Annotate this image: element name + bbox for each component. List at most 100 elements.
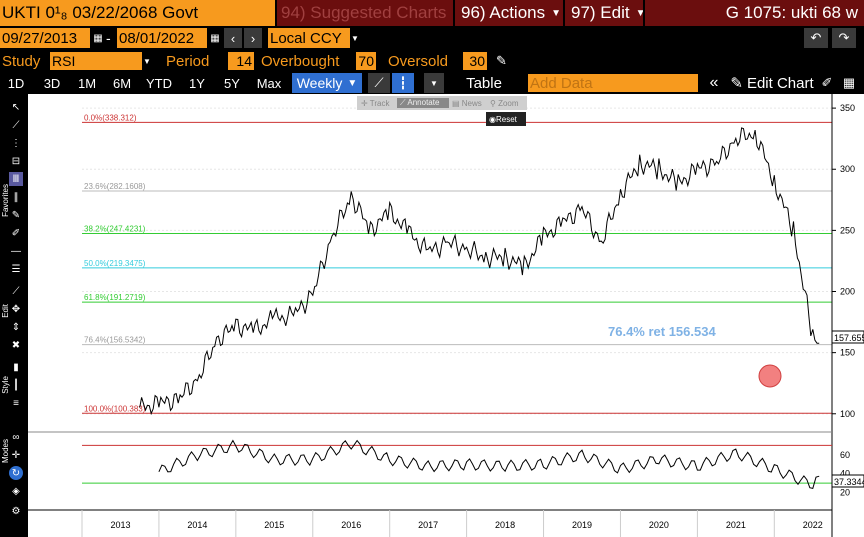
last-price-label: 157.655 [834, 333, 864, 343]
range-ytd-button[interactable]: YTD [142, 72, 176, 94]
range-1m-button[interactable]: 1M [73, 72, 101, 94]
oversold-label-text: Oversold [388, 52, 449, 70]
news-icon: ▤ [452, 98, 462, 108]
fib-retracement-icon[interactable]: Ⅲ [9, 172, 23, 186]
table-label: Table [466, 74, 502, 92]
gear-icon[interactable]: ⚙ [11, 505, 21, 517]
line-chart-button[interactable]: ⟋ [368, 73, 390, 93]
last-rsi-label: 37.3344 [834, 477, 864, 487]
link-icon[interactable]: ∞ [12, 431, 20, 443]
end-date-value: 08/01/2022 [119, 29, 195, 47]
line-style-icon[interactable]: ┃ [12, 379, 20, 391]
cursor-icon[interactable]: ↖ [11, 101, 21, 113]
chart-id: G 1075: ukti 68 w [645, 0, 864, 26]
fib-label: 0.0%(338.312) [84, 113, 137, 122]
chevron-down-icon[interactable]: ▼ [143, 56, 151, 66]
collapse-button[interactable]: « [704, 72, 724, 94]
redo-icon: ↷ [838, 30, 850, 45]
range-6m-button[interactable]: 6M [108, 72, 136, 94]
reset-button[interactable]: ◉ Reset [486, 112, 526, 126]
rsi-tick-label: 40 [840, 469, 850, 479]
delete-icon[interactable]: ✖ [11, 339, 21, 351]
zoom-button[interactable]: ⚲ Zoom [487, 99, 525, 108]
next-period-button[interactable]: › [244, 28, 262, 48]
period-label: Period [166, 50, 226, 72]
layers-icon[interactable]: ◈ [12, 485, 20, 497]
start-date-input[interactable]: 09/27/2013 [0, 28, 90, 48]
channel-icon[interactable]: ∥ [13, 191, 19, 203]
range-max-button[interactable]: Max [252, 72, 286, 94]
settings-button[interactable]: ✐ [818, 72, 836, 94]
trendline-icon[interactable]: ⟋ [12, 119, 20, 131]
horizontal-line-icon[interactable]: — [11, 245, 21, 257]
security-field[interactable]: UKTI 0¹₈ 03/22/2068 Govt [0, 0, 275, 26]
x-tick-label: 2017 [418, 520, 438, 530]
chart-background [28, 94, 864, 537]
chart-type-dropdown[interactable]: ▼ [424, 73, 444, 93]
resize-icon[interactable]: ⇕ [11, 321, 21, 333]
range-1d-button[interactable]: 1D [4, 72, 28, 94]
oversold-label: Oversold [388, 50, 454, 72]
last-rsi-box [831, 474, 864, 488]
track-icon: ✛ [361, 98, 370, 108]
chevron-down-icon: ▼ [430, 78, 438, 88]
study-select[interactable]: RSI [50, 52, 142, 70]
color-icon[interactable]: ▮ [13, 361, 19, 373]
undo-button[interactable]: ↶ [804, 28, 828, 48]
chevron-down-icon[interactable]: ▼ [351, 33, 359, 43]
range-5y-button[interactable]: 5Y [218, 72, 246, 94]
price-chart[interactable]: 0.0%(338.312) 23.6%(282.1608) 38.2%(247.42… [28, 94, 864, 537]
frequency-select[interactable]: Weekly ▼ [292, 73, 362, 93]
range-label: 1Y [189, 75, 205, 91]
line-width-icon[interactable]: ≡ [13, 397, 19, 409]
calendar-icon[interactable]: ▦ [93, 32, 103, 44]
draw-icon[interactable]: ⟋ [12, 285, 20, 297]
redo-button[interactable]: ↷ [832, 28, 856, 48]
rsi-pane: 60 40 20 [82, 444, 850, 498]
period-input[interactable]: 14 [228, 52, 254, 70]
x-tick-label: 2014 [187, 520, 207, 530]
start-date-value: 09/27/2013 [2, 29, 78, 47]
overbought-input[interactable]: 70 [356, 52, 376, 70]
end-date-input[interactable]: 08/01/2022 [117, 28, 207, 48]
price-tick-label: 250 [840, 225, 855, 235]
suggested-charts-menu[interactable]: 94) Suggested Charts [277, 0, 453, 26]
ruler-icon[interactable]: ⊟ [11, 155, 21, 167]
pencil-icon[interactable]: ✎ [496, 53, 507, 68]
move-icon[interactable]: ✥ [11, 303, 21, 315]
news-button[interactable]: ▤ News [449, 99, 487, 108]
add-data-input[interactable]: Add Data [528, 74, 698, 92]
pen-icon[interactable]: ✎ [11, 209, 21, 221]
brush-icon[interactable]: ✐ [11, 227, 21, 239]
price-tick-label: 300 [840, 164, 855, 174]
stack-icon[interactable]: ☰ [11, 263, 21, 275]
track-button[interactable]: ✛ Track [357, 99, 397, 108]
range-3d-button[interactable]: 3D [38, 72, 66, 94]
date-separator: - [106, 30, 111, 46]
actions-menu[interactable]: 96) Actions ▼ [455, 0, 563, 26]
line-chart-icon: ⟋ [374, 75, 384, 90]
overbought-label: Overbought [261, 50, 357, 72]
crosshair-icon[interactable]: ✛ [11, 449, 21, 461]
edit-chart-label: Edit Chart [746, 74, 814, 92]
refresh-icon[interactable]: ↻ [9, 466, 23, 480]
grid-icon: ▦ [842, 75, 856, 90]
prev-period-button[interactable]: ‹ [224, 28, 242, 48]
table-button[interactable]: Table [452, 72, 516, 94]
price-tick-label: 200 [840, 287, 855, 297]
range-label: YTD [146, 75, 172, 91]
edit-chart-button[interactable]: ✎ Edit Chart [728, 72, 816, 94]
study-label: Study [2, 50, 48, 72]
currency-select[interactable]: Local CCY [268, 28, 350, 48]
oversold-input[interactable]: 30 [463, 52, 487, 70]
zoom-icon: ⚲ [490, 98, 499, 108]
edit-menu[interactable]: 97) Edit ▼ [565, 0, 643, 26]
fib-icon[interactable]: ⋮ [11, 137, 21, 149]
calendar-icon[interactable]: ▦ [210, 32, 220, 44]
bar-chart-button[interactable]: ┇ [392, 73, 414, 93]
x-tick-label: 2021 [726, 520, 746, 530]
chart-popup-toolbar: ✛ Track ⟋ Annotate ▤ News ⚲ Zoom [357, 96, 527, 110]
grid-button[interactable]: ▦ [840, 72, 858, 94]
annotate-button[interactable]: ⟋ Annotate [397, 98, 449, 108]
range-1y-button[interactable]: 1Y [183, 72, 211, 94]
